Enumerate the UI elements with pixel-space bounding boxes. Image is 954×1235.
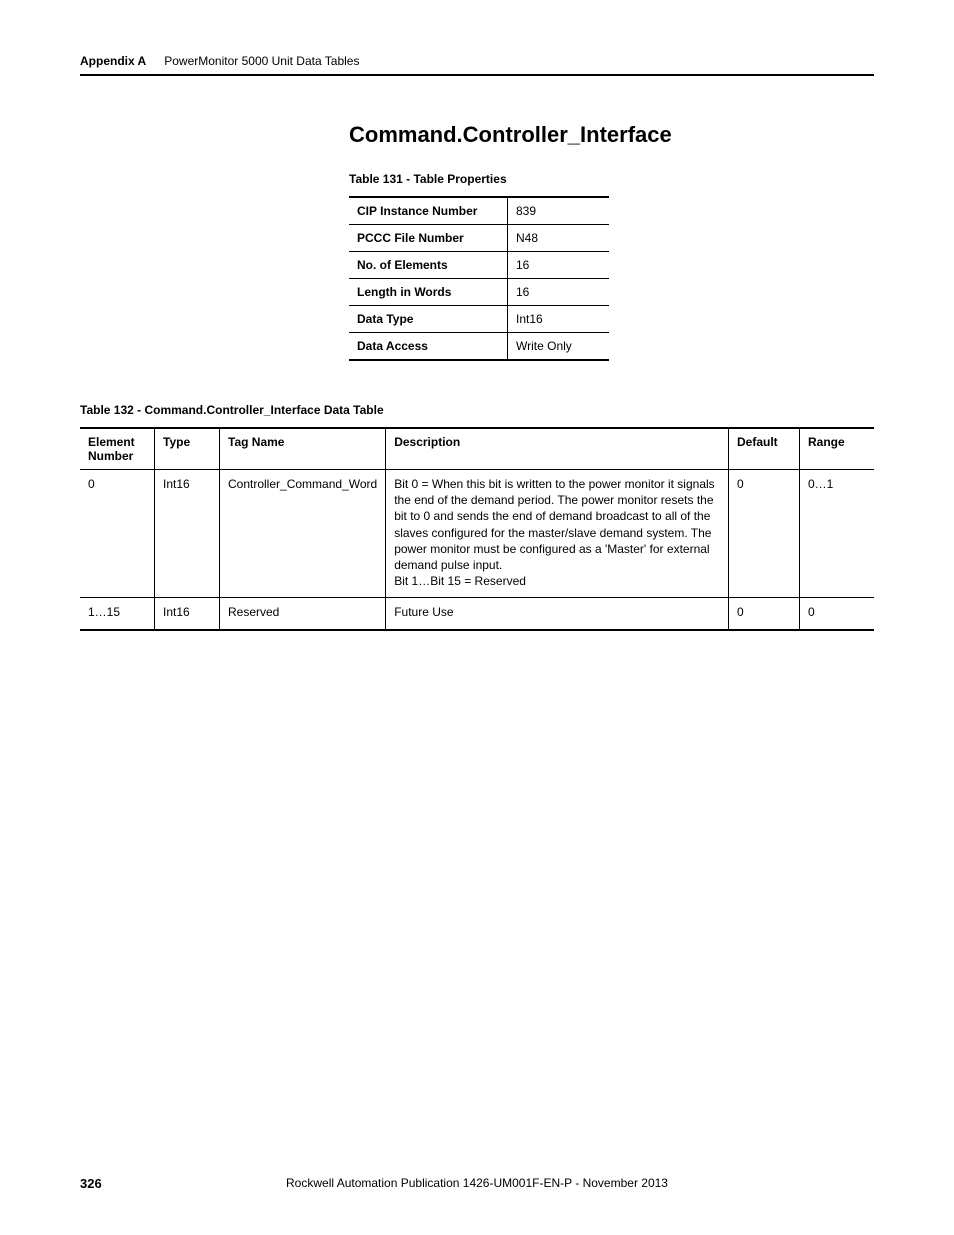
section-title: Command.Controller_Interface [349,122,874,148]
property-row: Data TypeInt16 [349,306,609,333]
property-row: PCCC File NumberN48 [349,225,609,252]
running-header: Appendix A PowerMonitor 5000 Unit Data T… [80,54,874,76]
publication-info: Rockwell Automation Publication 1426-UM0… [286,1176,668,1190]
cell-tag: Reserved [220,598,386,630]
col-header-range: Range [800,428,875,470]
col-header-desc: Description [386,428,729,470]
table-132-data: Element Number Type Tag Name Description… [80,427,874,631]
property-key: Length in Words [349,279,508,306]
property-key: Data Type [349,306,508,333]
cell-default: 0 [729,470,800,598]
cell-default: 0 [729,598,800,630]
cell-range: 0 [800,598,875,630]
property-key: CIP Instance Number [349,197,508,225]
property-key: Data Access [349,333,508,361]
property-value: 839 [508,197,610,225]
property-value: 16 [508,279,610,306]
col-header-tag: Tag Name [220,428,386,470]
property-value: Int16 [508,306,610,333]
cell-element: 0 [80,470,155,598]
property-row: CIP Instance Number839 [349,197,609,225]
table-131-properties: CIP Instance Number839PCCC File NumberN4… [349,196,609,361]
header-chapter: PowerMonitor 5000 Unit Data Tables [164,54,359,68]
cell-desc: Bit 0 = When this bit is written to the … [386,470,729,598]
cell-element: 1…15 [80,598,155,630]
page-number: 326 [80,1176,102,1191]
property-value: N48 [508,225,610,252]
property-row: No. of Elements16 [349,252,609,279]
property-row: Length in Words16 [349,279,609,306]
cell-range: 0…1 [800,470,875,598]
cell-type: Int16 [155,598,220,630]
page: Appendix A PowerMonitor 5000 Unit Data T… [0,0,954,1235]
property-value: 16 [508,252,610,279]
property-value: Write Only [508,333,610,361]
table-131-caption: Table 131 - Table Properties [349,172,874,186]
col-header-element: Element Number [80,428,155,470]
table-row: 0Int16Controller_Command_WordBit 0 = Whe… [80,470,874,598]
cell-desc: Future Use [386,598,729,630]
col-header-type: Type [155,428,220,470]
col-header-default: Default [729,428,800,470]
table-132-caption: Table 132 - Command.Controller_Interface… [80,403,874,417]
property-key: PCCC File Number [349,225,508,252]
header-appendix: Appendix A [80,54,146,68]
property-key: No. of Elements [349,252,508,279]
property-row: Data AccessWrite Only [349,333,609,361]
cell-tag: Controller_Command_Word [220,470,386,598]
table-row: 1…15Int16ReservedFuture Use00 [80,598,874,630]
footer: 326 Rockwell Automation Publication 1426… [80,1176,874,1191]
cell-type: Int16 [155,470,220,598]
